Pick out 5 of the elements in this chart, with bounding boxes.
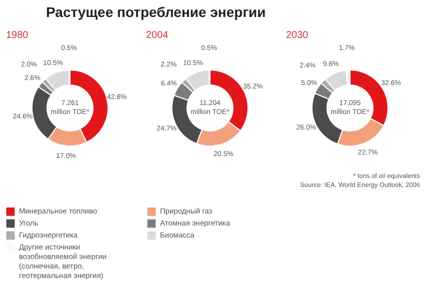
donut-slice xyxy=(324,70,348,92)
chart-subtitle: 1980 xyxy=(6,30,29,41)
chart-subtitle: 2030 xyxy=(286,30,309,41)
chart-subtitle: 2004 xyxy=(146,30,169,41)
chart-title: Растущее потребление энергии xyxy=(46,4,266,20)
